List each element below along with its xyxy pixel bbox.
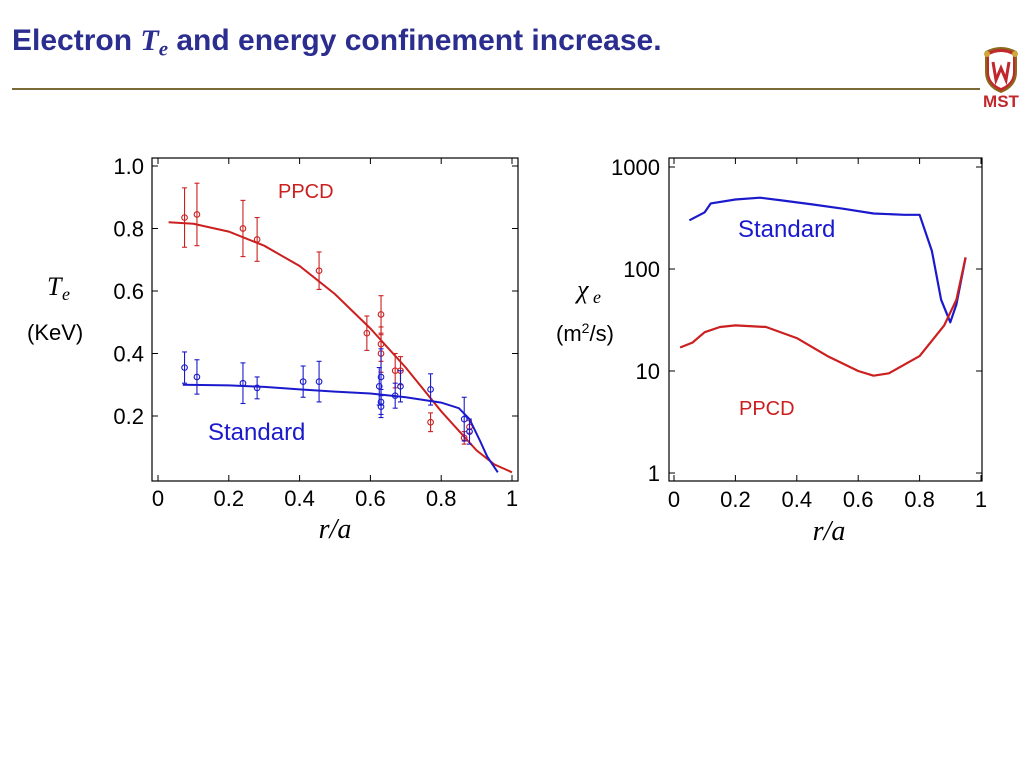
te-ylabel-subscript: e xyxy=(62,284,70,304)
chi-x-tick-label: 0.4 xyxy=(782,487,813,512)
chi-annotation-standard: Standard xyxy=(738,216,835,243)
chi-line-standard xyxy=(688,196,967,324)
te-data-point-standard xyxy=(181,351,188,384)
chi-ylabel-subscript: e xyxy=(593,287,601,307)
data-marker xyxy=(181,364,188,371)
chi-ylabel-units: (m2/s) xyxy=(556,320,614,346)
te-ylabel-symbol: T xyxy=(47,272,63,301)
chi-series xyxy=(679,196,967,377)
te-data-point-ppcd xyxy=(193,182,201,247)
te-xlabel: r/a xyxy=(319,514,352,545)
te-x-ticks: 0 0.2 0.4 0.6 0.8 1 xyxy=(152,158,518,511)
data-marker xyxy=(299,378,307,385)
te-chart: 0 0.2 0.4 0.6 0.8 1 0.2 0.4 0.6 0.8 1.0 T e (KeV)… xyxy=(27,154,519,545)
data-marker xyxy=(193,211,201,218)
title-symbol-letter: T xyxy=(140,24,159,57)
te-data-point-standard xyxy=(299,365,307,398)
te-data-point-standard xyxy=(253,376,261,400)
chi-x-tick-label: 0.8 xyxy=(904,487,935,512)
te-data-point-ppcd xyxy=(427,412,434,433)
te-y-tick-label: 0.2 xyxy=(113,404,144,429)
title-suffix: and energy confinement increase. xyxy=(168,24,662,57)
data-marker xyxy=(377,373,385,381)
te-x-tick-label: 0.6 xyxy=(355,486,386,511)
chi-x-tick-label: 1 xyxy=(975,487,987,512)
title-divider xyxy=(12,88,980,90)
te-x-tick-label: 0.4 xyxy=(284,486,315,511)
chi-annotation-ppcd: PPCD xyxy=(739,398,795,420)
te-data-point-standard xyxy=(397,370,404,403)
te-annotation-standard: Standard xyxy=(208,419,305,446)
te-fit-line-standard xyxy=(182,383,499,473)
chi-x-tick-label: 0 xyxy=(668,487,680,512)
te-data-point-ppcd xyxy=(239,199,247,258)
te-series xyxy=(168,182,513,474)
data-marker xyxy=(427,418,434,426)
data-marker xyxy=(466,428,473,435)
data-marker xyxy=(377,403,385,410)
te-data-point-standard xyxy=(466,418,473,445)
data-marker xyxy=(363,329,371,337)
chi-x-ticks: 0 0.2 0.4 0.6 0.8 1 xyxy=(668,158,987,512)
te-y-ticks: 0.2 0.4 0.6 0.8 1.0 xyxy=(113,154,518,429)
logo-text: MST xyxy=(983,92,1019,111)
title-prefix: Electron xyxy=(12,24,141,57)
data-marker xyxy=(315,378,323,385)
te-y-tick-label: 0.4 xyxy=(113,342,144,367)
title-symbol-subscript: e xyxy=(158,36,169,61)
data-marker xyxy=(239,379,247,387)
chi-line-ppcd xyxy=(679,257,967,377)
te-fit-line-ppcd xyxy=(168,221,513,474)
te-y-tick-label: 0.8 xyxy=(113,217,144,242)
chi-y-tick-label: 10 xyxy=(636,359,660,384)
te-data-point-ppcd xyxy=(253,217,261,262)
data-marker xyxy=(391,392,399,400)
data-marker xyxy=(460,415,468,423)
te-data-point-ppcd xyxy=(181,187,188,248)
te-ylabel-units: (KeV) xyxy=(27,320,83,345)
chi-y-tick-label: 1000 xyxy=(611,155,660,180)
chi-x-tick-label: 0.6 xyxy=(843,487,874,512)
te-x-tick-label: 1 xyxy=(506,486,518,511)
data-marker xyxy=(427,386,434,393)
chi-ylabel-symbol: χ xyxy=(574,275,589,304)
te-annotation-ppcd: PPCD xyxy=(278,181,334,203)
data-marker xyxy=(253,384,261,392)
chi-y-tick-label: 1 xyxy=(648,461,660,486)
data-marker xyxy=(253,236,261,243)
te-data-point-standard xyxy=(460,396,468,442)
data-marker xyxy=(397,382,404,390)
te-y-tick-label: 0.6 xyxy=(113,279,144,304)
chi-y-ticks: 1 10 100 1000 xyxy=(611,155,982,486)
chi-y-tick-label: 100 xyxy=(623,257,660,282)
data-marker xyxy=(239,225,247,232)
title-symbol: Te xyxy=(140,24,169,61)
te-data-point-ppcd xyxy=(315,251,323,290)
data-marker xyxy=(181,214,188,221)
chi-plot-frame xyxy=(668,157,983,482)
data-marker xyxy=(315,267,323,275)
te-x-tick-label: 0.2 xyxy=(214,486,245,511)
te-data-point-standard xyxy=(315,360,323,403)
te-data-point-ppcd xyxy=(363,315,371,351)
te-data-point-standard xyxy=(427,373,434,406)
chi-x-tick-label: 0.2 xyxy=(720,487,751,512)
te-y-tick-label: 1.0 xyxy=(113,154,144,179)
te-x-tick-label: 0.8 xyxy=(426,486,457,511)
chi-chart: 0 0.2 0.4 0.6 0.8 1 1 10 100 1000 χ e (m2/s) r/a… xyxy=(556,155,987,547)
te-x-tick-label: 0 xyxy=(152,486,164,511)
te-data-point-standard xyxy=(377,395,385,419)
crest-logo-icon xyxy=(984,47,1018,94)
chi-xlabel: r/a xyxy=(813,516,846,547)
data-marker xyxy=(193,373,201,381)
te-data-point-standard xyxy=(193,359,201,395)
slide-title: Electron Te and energy confinement incre… xyxy=(12,24,662,61)
data-marker xyxy=(377,311,385,318)
te-data-point-standard xyxy=(239,362,247,405)
te-plot-frame xyxy=(151,157,519,482)
te-data-point-standard xyxy=(391,382,399,409)
